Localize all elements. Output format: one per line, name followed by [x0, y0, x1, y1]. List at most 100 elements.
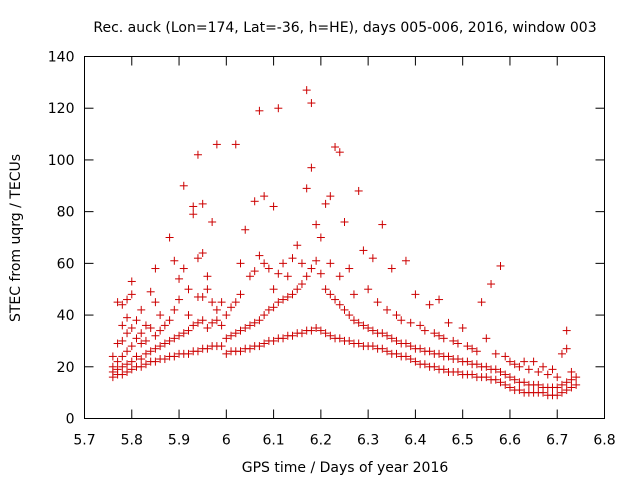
data-point [236, 347, 245, 356]
data-point [354, 186, 363, 195]
data-point [326, 259, 335, 268]
data-point [255, 251, 264, 260]
data-point [501, 380, 510, 389]
data-point [279, 295, 288, 304]
data-point [321, 199, 330, 208]
data-point [288, 290, 297, 299]
data-point [420, 360, 429, 369]
data-point [260, 311, 269, 320]
data-point [567, 367, 576, 376]
data-point [326, 290, 335, 299]
data-point [529, 357, 538, 366]
data-point [198, 316, 207, 325]
data-point [501, 370, 510, 379]
data-point [203, 344, 212, 353]
data-point [184, 285, 193, 294]
data-point [491, 375, 500, 384]
data-point [118, 362, 127, 371]
data-point [378, 329, 387, 338]
chart-title: Rec. auck (Lon=174, Lat=-36, h=HE), days… [93, 20, 596, 36]
data-point [132, 352, 141, 361]
data-point [127, 342, 136, 351]
data-point [406, 342, 415, 351]
data-point [572, 373, 581, 382]
data-point [297, 259, 306, 268]
data-point [345, 311, 354, 320]
data-point [468, 370, 477, 379]
y-tick-label: 140 [48, 50, 75, 66]
data-point [127, 290, 136, 299]
data-point [553, 373, 562, 382]
x-tick-label: 5.7 [73, 433, 95, 449]
data-point [496, 261, 505, 270]
data-point [534, 380, 543, 389]
x-tick-label: 6.3 [357, 433, 379, 449]
data-point [505, 357, 514, 366]
data-point [264, 264, 273, 273]
data-point [302, 272, 311, 281]
data-point [335, 272, 344, 281]
data-point [562, 378, 571, 387]
data-point [505, 383, 514, 392]
data-point [359, 246, 368, 255]
data-point [368, 254, 377, 263]
data-point [562, 344, 571, 353]
data-point [208, 318, 217, 327]
data-point [425, 300, 434, 309]
data-point [113, 298, 122, 307]
data-point [302, 86, 311, 95]
x-tick-label: 6.4 [404, 433, 426, 449]
data-point [255, 342, 264, 351]
data-point [123, 347, 132, 356]
data-point [449, 336, 458, 345]
data-point [217, 298, 226, 307]
data-point [534, 367, 543, 376]
data-point [307, 163, 316, 172]
data-point [113, 357, 122, 366]
data-point [170, 256, 179, 265]
data-point [160, 339, 169, 348]
data-point [326, 192, 335, 201]
data-point [151, 344, 160, 353]
data-point [349, 290, 358, 299]
data-point [222, 349, 231, 358]
data-point [179, 264, 188, 273]
data-point [453, 355, 462, 364]
data-point [141, 360, 150, 369]
data-point [236, 259, 245, 268]
data-point [312, 256, 321, 265]
data-point [141, 336, 150, 345]
y-tick-label: 80 [57, 205, 75, 221]
data-point [482, 373, 491, 382]
data-point [137, 362, 146, 371]
data-point [496, 367, 505, 376]
data-point [264, 305, 273, 314]
data-point [331, 143, 340, 151]
data-point [193, 347, 202, 356]
y-tick-label: 60 [57, 256, 75, 272]
data-point [425, 347, 434, 356]
data-point [383, 305, 392, 314]
data-point [160, 355, 169, 364]
data-point [175, 295, 184, 304]
data-point [198, 292, 207, 301]
data-point [572, 380, 581, 389]
data-point [127, 324, 136, 332]
data-point [231, 140, 240, 149]
data-point [146, 287, 155, 296]
data-point [458, 324, 467, 332]
data-point [170, 352, 179, 361]
data-point [557, 349, 566, 358]
data-point [193, 318, 202, 327]
data-point [179, 181, 188, 190]
data-point [364, 324, 373, 332]
y-tick-label: 120 [48, 101, 75, 117]
data-point [524, 365, 533, 374]
data-point [231, 298, 240, 307]
data-point [118, 336, 127, 345]
data-point [227, 303, 236, 312]
data-point [113, 339, 122, 348]
plot-frame [84, 56, 605, 419]
data-point [354, 318, 363, 327]
data-point [118, 370, 127, 379]
